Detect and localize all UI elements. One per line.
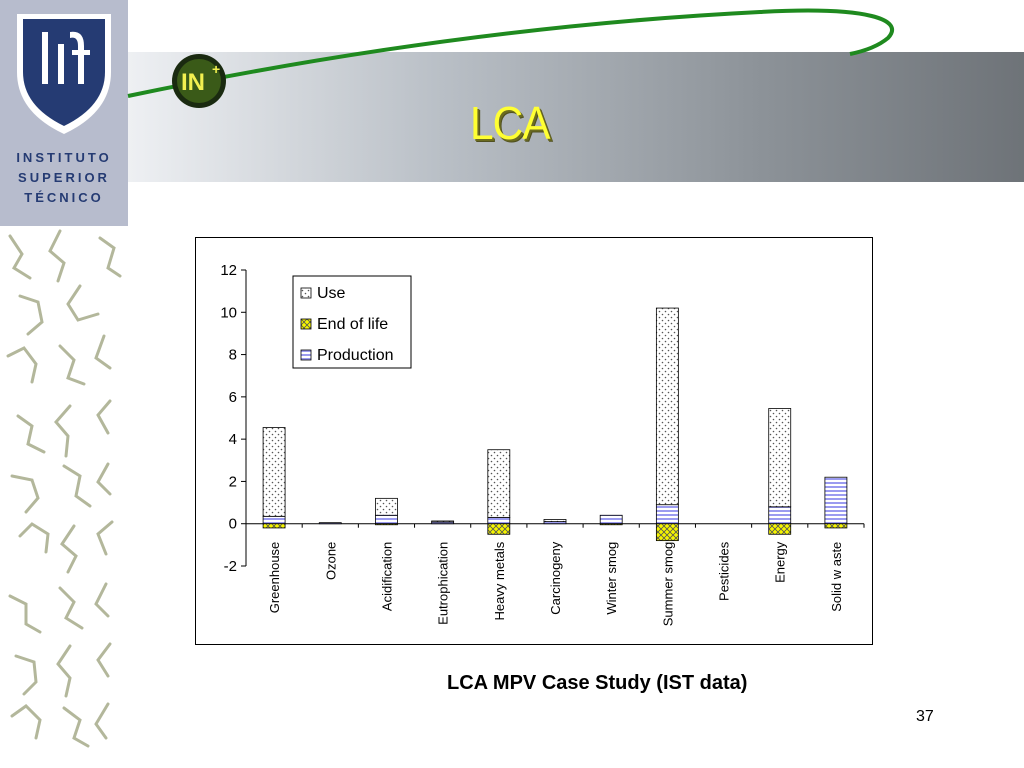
- x-tick-label: Summer smog: [660, 542, 675, 627]
- legend: Use End of life Production: [292, 275, 412, 369]
- legend-swatch: [300, 287, 312, 299]
- svg-text:IN: IN: [181, 69, 205, 96]
- institution-line: TÉCNICO: [24, 190, 104, 205]
- decorative-molecule-pattern: [6, 229, 122, 748]
- bar-segment: [262, 523, 286, 529]
- green-swoosh: [127, 8, 895, 98]
- chart-caption: LCA MPV Case Study (IST data): [447, 672, 748, 694]
- bar-segment: [262, 515, 286, 525]
- page-number: 37: [916, 708, 934, 725]
- bar-segment: [768, 506, 792, 525]
- stacked-bar-chart: 12 10 8 6 4 2 0 -2 Greenhouse Ozone Acidification E…: [220, 262, 865, 627]
- institution-name: INSTITUTO SUPERIOR TÉCNICO: [0, 148, 128, 208]
- y-tick-label: 10: [220, 304, 237, 321]
- bar-segment: [768, 408, 792, 508]
- in-plus-logo-icon: IN +: [172, 54, 226, 108]
- header-band: [128, 52, 1024, 182]
- x-tick-label: Energy: [773, 541, 788, 583]
- x-tick-label: Acidification: [379, 542, 394, 611]
- y-tick-label: 4: [229, 431, 237, 448]
- y-tick-label: 2: [229, 473, 237, 490]
- chart-frame: 12 10 8 6 4 2 0 -2 Greenhouse Ozone Acidification E…: [195, 237, 873, 645]
- bar-segment: [655, 307, 679, 506]
- x-tick-label: Carcinogeny: [548, 541, 563, 614]
- bar-segment: [543, 519, 567, 523]
- legend-box: [292, 275, 412, 369]
- y-tick-label: 6: [229, 389, 237, 406]
- bar-segment: [655, 504, 679, 525]
- bar-segment: [318, 522, 342, 525]
- bar-segment: [599, 514, 623, 525]
- svg-text:+: +: [212, 61, 220, 77]
- legend-swatch: [300, 318, 312, 330]
- legend-label: End of life: [317, 316, 388, 333]
- bar-segment: [375, 523, 398, 526]
- bar-segment: [431, 520, 455, 523]
- x-tick-label: Eutrophication: [436, 542, 451, 625]
- y-tick-label: 12: [220, 262, 237, 279]
- ist-shield-icon: [17, 14, 111, 134]
- bar-segment: [487, 449, 511, 518]
- ist-logo-panel: INSTITUTO SUPERIOR TÉCNICO: [0, 0, 128, 226]
- bar-segment: [655, 523, 679, 542]
- institution-line: SUPERIOR: [18, 170, 110, 185]
- y-tick-label: -2: [224, 558, 237, 575]
- y-tick-label: 8: [229, 347, 237, 364]
- plot-area: 12 10 8 6 4 2 0 -2 Greenhouse Ozone Acidification E…: [220, 262, 865, 627]
- x-tick-label: Greenhouse: [267, 542, 282, 614]
- bar-segment: [487, 523, 511, 535]
- bar-segment: [375, 514, 398, 525]
- x-tick-label: Pesticides: [717, 541, 732, 601]
- bar-segment: [599, 523, 623, 526]
- bar-segment: [768, 523, 792, 535]
- legend-label: Use: [317, 285, 346, 302]
- bar-segment: [262, 427, 286, 517]
- bar-segment: [487, 516, 511, 525]
- x-tick-label: Ozone: [323, 542, 338, 580]
- bar-segment: [824, 476, 848, 525]
- bar-segment: [375, 497, 398, 516]
- x-tick-label: Solid w aste: [829, 542, 844, 612]
- legend-swatch: [300, 349, 312, 361]
- slide-title: LCA: [470, 97, 550, 149]
- institution-line: INSTITUTO: [16, 150, 112, 165]
- x-tick-label: Heavy metals: [492, 541, 507, 620]
- bar-segment: [824, 523, 848, 529]
- y-tick-label: 0: [229, 516, 237, 533]
- x-tick-label: Winter smog: [604, 542, 619, 615]
- legend-label: Production: [317, 347, 394, 364]
